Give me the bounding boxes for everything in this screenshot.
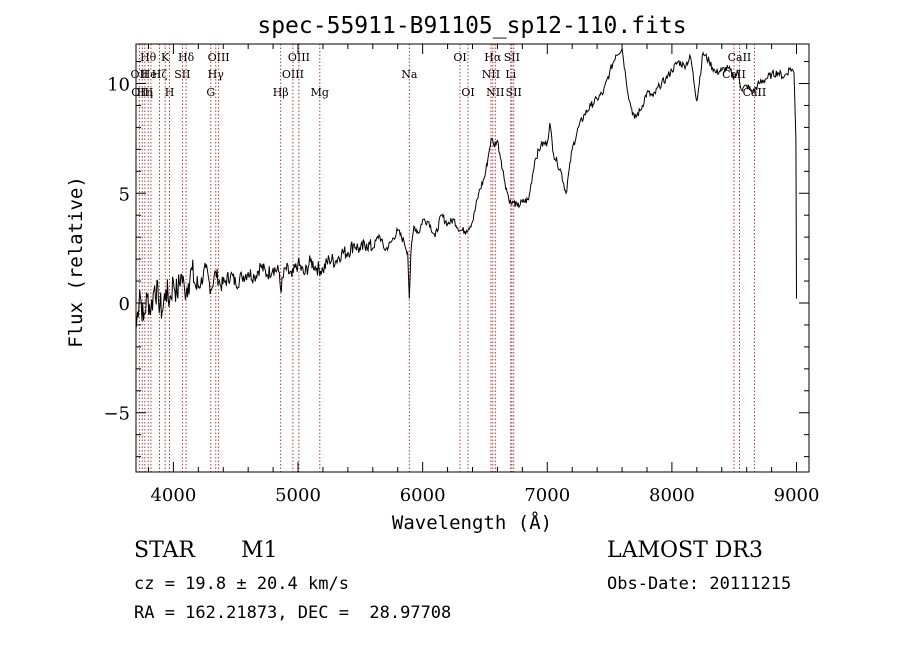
line-label-23: Li [505,68,516,81]
line-label-1: OIII [131,86,153,99]
line-label-16: Mg [311,86,329,99]
line-label-19: OI [461,86,474,99]
line-label-20: NII [482,68,500,81]
line-label-21: Hα [484,51,502,64]
line-label-10: G [206,86,215,99]
line-label-0: OII [131,68,149,81]
line-label-17: Na [401,68,418,81]
line-label-28: CaII [743,86,767,99]
y-tick-label-1: 0 [119,294,130,315]
obs-date: Obs-Date: 20111215 [607,574,792,594]
line-label-12: OIII [208,51,230,64]
plot-frame [135,43,810,473]
spectral-line-markers: OIIOIIIHηHθHeIHζKHSIIHδGHγOIIIHβOIIIOIII… [131,44,767,472]
line-label-3: Hθ [140,51,157,64]
line-label-18: OI [453,51,466,64]
survey-name: LAMOST DR3 [607,538,763,563]
x-tick-label-0: 4000 [150,485,196,506]
x-tick-label-3: 7000 [524,485,570,506]
line-label-26: CaII [722,68,746,81]
redshift-readout: cz = 19.8 ± 20.4 km/s [134,574,349,594]
spectrum-series [135,48,797,330]
line-label-5: Hζ [152,68,168,81]
x-tick-label-4: 8000 [649,485,695,506]
coordinates: RA = 162.21873, DEC = 28.97708 [134,603,452,623]
y-tick-label-0: −5 [103,404,130,425]
spectrum-line [135,48,797,330]
x-tick-label-2: 6000 [400,485,446,506]
axes: 4000 5000 6000 7000 8000 9000 −5 0 5 10 [103,44,819,506]
line-label-25: SII [506,86,522,99]
chart-title: spec-55911-B91105_sp12-110.fits [257,13,686,39]
line-label-13: Hβ [273,86,289,99]
line-label-24: SII [504,51,520,64]
x-tick-label-1: 5000 [275,485,321,506]
x-axis-label: Wavelength (Å) [392,511,552,534]
x-tick-label-5: 9000 [774,485,820,506]
y-axis-label: Flux (relative) [65,176,87,348]
object-subclass: M1 [241,538,278,563]
line-label-27: CaII [728,51,752,64]
line-label-2: Hη [137,86,153,99]
line-label-9: Hδ [178,51,195,64]
line-label-6: K [161,51,170,64]
object-class: STAR [134,538,195,563]
line-label-14: OIII [282,68,304,81]
line-label-11: Hγ [208,68,225,81]
line-label-4: HeI [141,68,161,81]
y-tick-label-2: 5 [119,184,130,205]
line-label-22: NII [486,86,504,99]
line-label-8: SII [174,68,190,81]
line-label-15: OIII [288,51,310,64]
line-label-7: H [165,86,175,99]
y-tick-label-3: 10 [107,75,130,96]
